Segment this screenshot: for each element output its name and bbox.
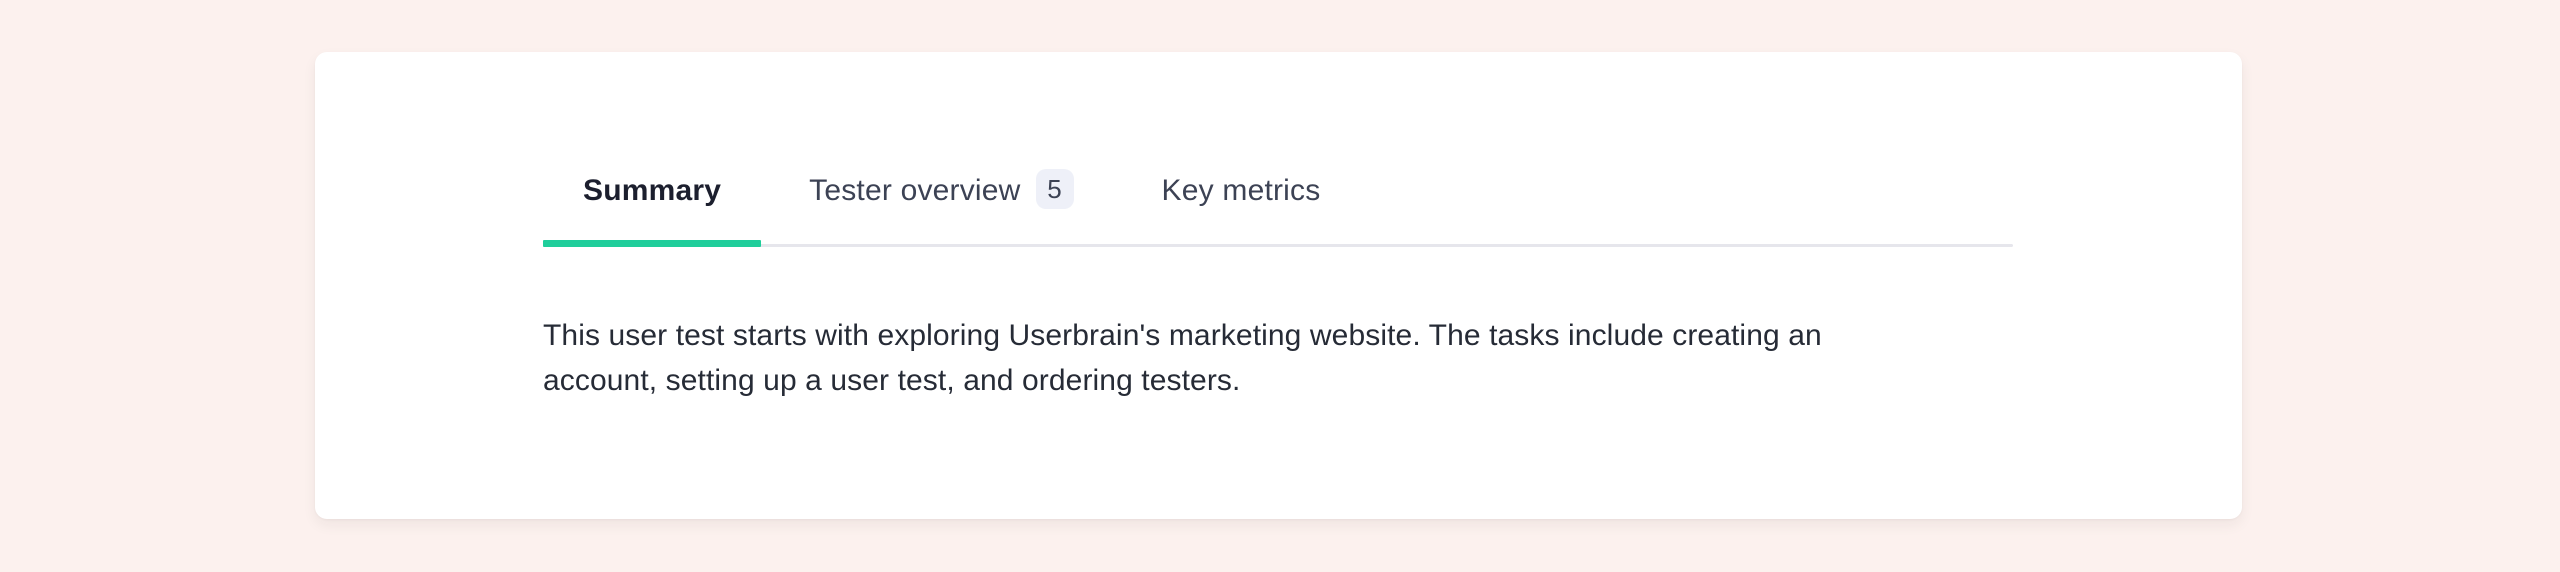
- tab-tester-overview[interactable]: Tester overview 5: [769, 169, 1113, 249]
- active-tab-indicator: [543, 240, 762, 247]
- tab-tester-overview-label: Tester overview: [809, 174, 1021, 207]
- tab-summary[interactable]: Summary: [543, 172, 762, 247]
- tab-bar-divider: [543, 244, 2013, 248]
- summary-text: This user test starts with exploring Use…: [543, 319, 1822, 398]
- summary-card: Summary Tester overview 5 Key metrics Thi…: [315, 52, 2242, 519]
- tab-key-metrics-label: Key metrics: [1161, 174, 1321, 207]
- tab-summary-label: Summary: [583, 174, 722, 207]
- tab-bar: Summary Tester overview 5 Key metrics: [543, 169, 2013, 249]
- tab-key-metrics[interactable]: Key metrics: [1122, 172, 1361, 247]
- card-content: Summary Tester overview 5 Key metrics Thi…: [315, 52, 2242, 403]
- tester-count-badge: 5: [1035, 169, 1074, 210]
